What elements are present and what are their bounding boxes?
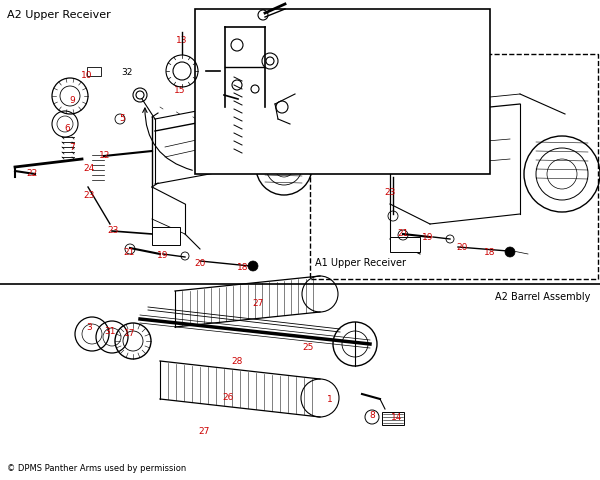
Text: 29: 29 (208, 113, 218, 122)
Text: 43: 43 (443, 103, 455, 112)
Text: 6: 6 (64, 123, 70, 132)
Text: 19: 19 (157, 250, 169, 259)
Text: 8: 8 (369, 409, 375, 419)
Text: 42: 42 (322, 113, 332, 122)
Text: 10: 10 (81, 71, 93, 79)
Text: 27: 27 (199, 427, 209, 435)
Text: 30: 30 (234, 113, 246, 122)
Bar (152, 228, 180, 245)
Text: 7: 7 (69, 142, 75, 151)
Text: A2 Upper Receiver: A2 Upper Receiver (7, 10, 111, 20)
Text: 36: 36 (316, 133, 328, 142)
Bar (390, 238, 420, 252)
Text: 31: 31 (104, 327, 116, 336)
Text: 33: 33 (343, 100, 355, 109)
Text: 25: 25 (302, 343, 314, 352)
Bar (382, 412, 404, 425)
Text: 28: 28 (232, 357, 242, 366)
Text: A2 Barrel Assembly: A2 Barrel Assembly (494, 291, 590, 301)
Text: 23: 23 (107, 225, 119, 234)
Text: 9: 9 (69, 96, 75, 104)
Text: 24: 24 (83, 163, 95, 172)
Text: 1: 1 (327, 395, 333, 404)
Circle shape (248, 262, 258, 271)
Text: 23: 23 (83, 190, 95, 199)
Text: 26: 26 (223, 393, 233, 402)
Text: 4: 4 (279, 107, 285, 116)
Text: 40: 40 (364, 97, 376, 106)
Bar (87, 68, 101, 77)
Text: 24: 24 (337, 143, 347, 152)
Text: 39: 39 (393, 59, 405, 67)
Text: © DPMS Panther Arms used by permission: © DPMS Panther Arms used by permission (7, 463, 186, 472)
Text: 21: 21 (397, 228, 409, 237)
Bar (310, 55, 598, 279)
Text: 3: 3 (86, 323, 92, 332)
Text: 18: 18 (484, 247, 496, 256)
Text: 19: 19 (422, 232, 434, 241)
Circle shape (505, 248, 515, 257)
Text: 32: 32 (121, 67, 133, 76)
Text: 20: 20 (457, 242, 467, 251)
Text: 5: 5 (227, 96, 233, 104)
Text: A1 Upper Receiver: A1 Upper Receiver (315, 257, 406, 267)
Text: 21: 21 (124, 247, 134, 256)
FancyArrowPatch shape (143, 109, 193, 171)
Text: 12: 12 (100, 150, 110, 159)
Text: 17: 17 (124, 329, 136, 338)
Text: 23: 23 (385, 187, 395, 196)
Text: 20: 20 (194, 259, 206, 268)
Text: 27: 27 (253, 298, 263, 307)
Text: 13: 13 (176, 36, 188, 45)
Text: 5: 5 (274, 48, 280, 56)
Text: 38: 38 (457, 137, 469, 146)
Text: 16: 16 (268, 9, 280, 17)
Bar (195, 10, 490, 175)
Text: 15: 15 (174, 85, 186, 94)
Text: 14: 14 (391, 413, 403, 421)
Text: 12: 12 (205, 87, 215, 96)
Text: 18: 18 (237, 263, 249, 272)
Text: 22: 22 (26, 168, 38, 177)
Text: 12: 12 (203, 63, 215, 72)
Text: 41: 41 (385, 97, 395, 106)
Text: 30: 30 (394, 77, 406, 86)
Text: 11: 11 (222, 17, 234, 26)
Text: 5: 5 (119, 113, 125, 122)
